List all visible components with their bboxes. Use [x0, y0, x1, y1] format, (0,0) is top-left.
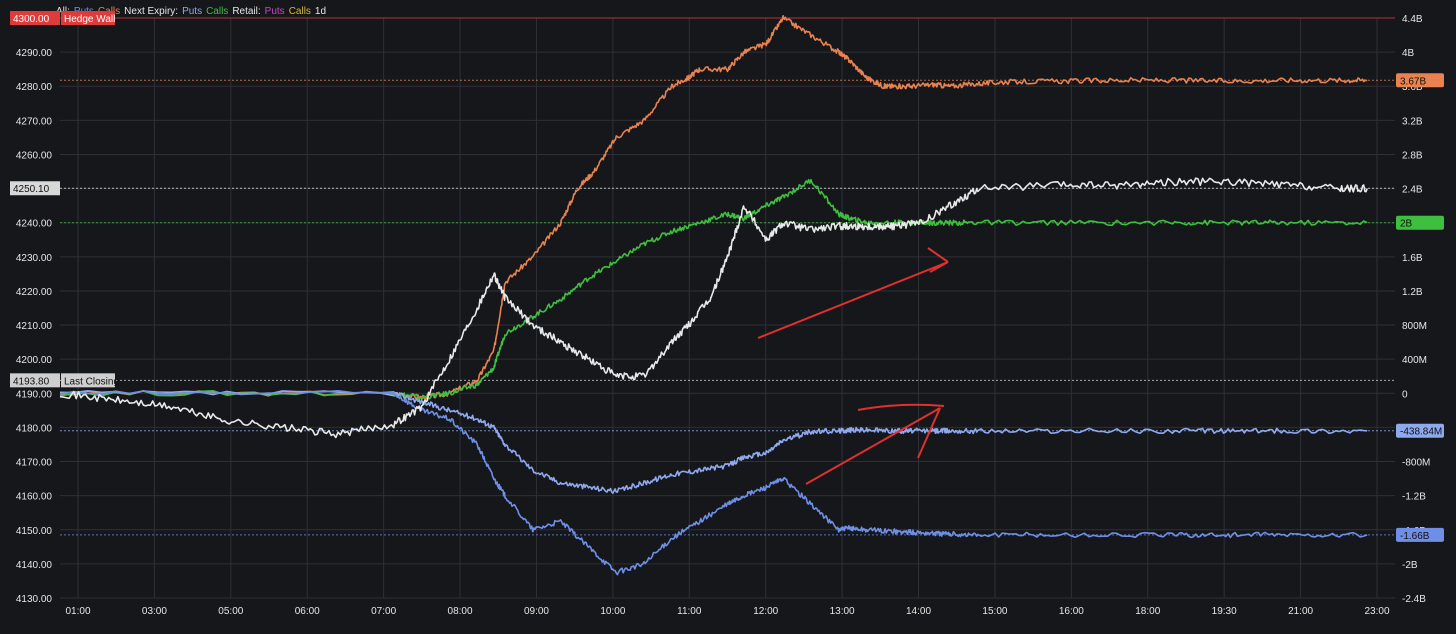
series-line [59, 389, 1368, 576]
y-right-tick-label: 1.6B [1402, 253, 1423, 264]
y-left-tick-label: 4240.00 [16, 219, 53, 230]
y-left-tick-label: 4270.00 [16, 116, 53, 127]
level-price-label: 4250.10 [13, 184, 50, 195]
x-tick-label: 13:00 [830, 606, 855, 617]
y-left-tick-label: 4190.00 [16, 389, 53, 400]
y-right-tick-label: -800M [1402, 458, 1430, 469]
y-left-tick-label: 4160.00 [16, 492, 53, 503]
right-badge [1396, 73, 1444, 88]
y-right-tick-label: 2.4B [1402, 185, 1423, 196]
y-right-tick-label: 3.6B [1402, 82, 1423, 93]
legend-item: 1d [314, 6, 327, 17]
level-price-badge [10, 373, 60, 388]
y-right-tick-label: 400M [1402, 355, 1427, 366]
right-badge [1396, 215, 1444, 230]
y-left-tick-label: 4180.00 [16, 423, 53, 434]
annotation-arrow [757, 247, 949, 339]
series-line [59, 389, 1368, 495]
right-badge [1396, 423, 1444, 438]
x-tick-label: 16:00 [1059, 606, 1084, 617]
y-left-tick-label: 4150.00 [16, 526, 53, 537]
level-tag-label: Last Closing [64, 376, 119, 387]
y-right-tick-label: 2.8B [1402, 150, 1423, 161]
x-tick-label: 03:00 [142, 606, 167, 617]
x-tick-label: 21:00 [1288, 606, 1313, 617]
x-tick-label: 10:00 [600, 606, 625, 617]
y-right-tick-label: 3.2B [1402, 116, 1423, 127]
series-line [59, 178, 1368, 400]
x-tick-label: 18:00 [1135, 606, 1160, 617]
y-right-tick-label: -1.2B [1402, 492, 1426, 503]
x-tick-label: 15:00 [982, 606, 1007, 617]
y-left-tick-label: 4170.00 [16, 458, 53, 469]
y-right-tick-label: 800M [1402, 321, 1427, 332]
level-price-badge [10, 181, 60, 196]
x-tick-label: 05:00 [218, 606, 243, 617]
legend-item: Puts [264, 6, 285, 17]
y-left-tick-label: 4290.00 [16, 48, 53, 59]
level-tag-label: Hedge Wall [64, 14, 115, 25]
series-line [59, 15, 1368, 401]
y-right-tick-label: 1.2B [1402, 287, 1423, 298]
legend-item: Calls [206, 6, 229, 17]
y-right-tick-label: 4.4B [1402, 14, 1423, 25]
x-tick-label: 19:30 [1212, 606, 1237, 617]
right-badge [1396, 527, 1444, 542]
x-tick-label: 14:00 [906, 606, 931, 617]
legend-item: Calls [288, 6, 311, 17]
x-tick-label: 23:00 [1364, 606, 1389, 617]
y-right-tick-label: -2B [1402, 560, 1418, 571]
y-left-tick-label: 4220.00 [16, 287, 53, 298]
legend-item: Puts [182, 6, 203, 17]
x-tick-label: 08:00 [448, 606, 473, 617]
right-badge-label: -1.66B [1400, 531, 1430, 542]
legend-item: Next Expiry: [124, 6, 179, 17]
y-left-tick-label: 4200.00 [16, 355, 53, 366]
level-tag-badge [61, 373, 115, 388]
x-tick-label: 07:00 [371, 606, 396, 617]
right-badge-label: 2B [1400, 219, 1413, 230]
y-right-tick-label: 4B [1402, 48, 1415, 59]
series-line [59, 177, 1368, 439]
right-badge-label: -438.84M [1400, 427, 1442, 438]
y-left-tick-label: 4210.00 [16, 321, 53, 332]
y-left-tick-label: 4260.00 [16, 150, 53, 161]
y-left-tick-label: 4230.00 [16, 253, 53, 264]
y-right-tick-label: 0 [1402, 389, 1408, 400]
x-tick-label: 06:00 [295, 606, 320, 617]
y-left-tick-label: 4140.00 [16, 560, 53, 571]
right-badge-label: 3.67B [1400, 76, 1426, 87]
annotation-arrow [805, 403, 945, 485]
level-price-label: 4193.80 [13, 376, 50, 387]
y-left-tick-label: 4280.00 [16, 82, 53, 93]
legend-item: Retail: [232, 6, 261, 17]
x-tick-label: 09:00 [524, 606, 549, 617]
x-tick-label: 01:00 [65, 606, 90, 617]
level-tag-badge [61, 11, 115, 25]
x-tick-label: 12:00 [753, 606, 778, 617]
y-right-tick-label: -2.4B [1402, 594, 1426, 605]
x-tick-label: 11:00 [677, 606, 702, 617]
level-price-label: 4300.00 [13, 14, 50, 25]
level-price-badge [10, 11, 60, 25]
y-left-tick-label: 4130.00 [16, 594, 53, 605]
